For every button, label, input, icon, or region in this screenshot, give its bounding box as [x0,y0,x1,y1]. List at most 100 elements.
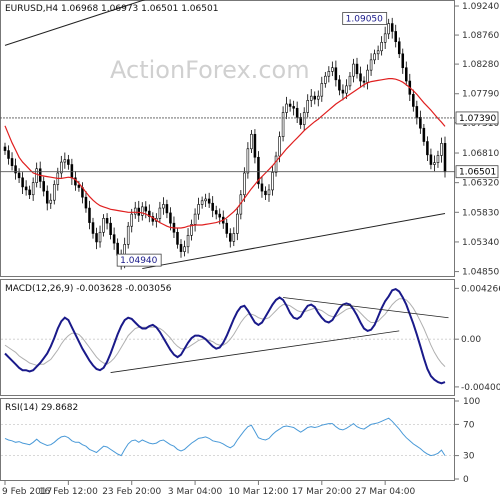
candle-body [433,162,436,165]
candle-body [133,207,137,215]
candle-body [443,143,447,173]
macd-trendline-lower [110,330,400,373]
candle-body [193,213,197,225]
annotation-box [116,253,162,267]
candle-body [331,67,334,72]
annotation-label: 1.09050 [346,15,383,25]
candle-body [390,23,394,32]
price-tick-label: 1.08760 [462,31,499,41]
candle-body [3,146,7,151]
candle-body [264,190,267,196]
price-tick-label: 1.08280 [462,60,499,70]
candle-body [338,79,341,91]
candle-body [165,204,169,214]
candle-body [334,67,338,81]
candle-body [214,210,218,215]
candle-body [31,182,35,196]
candle-body [77,184,81,188]
candle-body [246,148,250,174]
candle-body [260,183,264,192]
candle-body [176,231,179,245]
trend-channel [4,0,446,270]
rsi-line [4,417,446,457]
candle-body [28,189,31,196]
candle-body [17,172,21,179]
candle-body [116,242,119,256]
candle-body [70,164,74,179]
time-tick-label: 27 Mar 04:00 [355,487,415,497]
candle-body [345,85,348,94]
candle-body [24,186,28,191]
candle-body [7,150,10,159]
candle-body [341,89,345,94]
candle-body [91,222,95,234]
candle-body [397,41,401,55]
candle-body [274,155,278,173]
candle-body [429,154,433,165]
candle-body [257,156,260,185]
watermark: ActionForex.com [110,56,310,84]
annotation-label: 1.04940 [120,256,157,266]
price-tick-label: 1.05830 [462,208,499,218]
macd-axis: 0.004266 0.00 -0.004004 [455,284,500,393]
time-tick-label: 10 Mar 12:00 [228,487,288,497]
time-tick-label: 17 Mar 20:00 [292,487,352,497]
candle-body [60,161,63,174]
candle-body [186,234,190,248]
candle-body [207,198,211,204]
candle-body [35,168,38,183]
rsi-tick-label: 30 [463,452,475,462]
candle-body [63,159,67,163]
candle-body [137,207,141,216]
candle-body [200,200,204,205]
candle-body [306,100,309,113]
price-tick-label: 1.04850 [462,268,499,278]
candle-body [415,106,419,118]
candle-body [299,117,302,125]
rsi-lines [4,417,446,457]
candle-body [317,95,320,100]
rsi-grid [1,423,454,457]
macd-trendline-upper [283,297,449,319]
macd-lines [4,287,449,385]
candle-body [419,117,422,129]
candle-body [380,42,383,52]
candle-body [426,141,429,156]
macd-tick-label: -0.004004 [461,383,500,393]
candle-body [295,107,299,118]
macd-title: MACD(12,26,9) -0.003628 -0.003056 [5,284,172,294]
candle-body [141,206,144,216]
candle-body [359,73,362,82]
rsi-tick-label: 70 [463,420,475,430]
candle-body [112,234,116,244]
candle-body [366,69,369,83]
candle-body [179,244,183,252]
moving-average [4,78,446,229]
level-box [455,165,499,179]
macd-panel-frame [0,279,455,396]
candle-body [232,233,236,242]
candle-body [355,63,359,75]
time-tick-label: 16 Feb 12:00 [39,487,98,497]
candle-body [236,213,239,234]
rsi-tick-label: 100 [463,397,480,407]
candle-body [267,189,271,196]
candle-body [218,213,221,218]
candle-body [292,106,295,109]
main-title: EURUSD,H4 1.06968 1.06973 1.06501 1.0650… [5,4,218,14]
rsi-title: RSI(14) 29.8682 [5,403,78,413]
candle-body [278,136,281,157]
candle-body [373,53,376,61]
macd-tick-label: 0.004266 [461,284,500,294]
price-tick-label: 1.07790 [462,90,499,100]
candle-body [98,231,102,243]
candle-body [21,177,24,188]
candle-body [288,103,292,107]
time-tick-label: 9 Feb 2017 [2,487,52,497]
candle-body [42,181,45,192]
candle-body [387,23,390,35]
level-label: 1.07390 [459,114,496,124]
